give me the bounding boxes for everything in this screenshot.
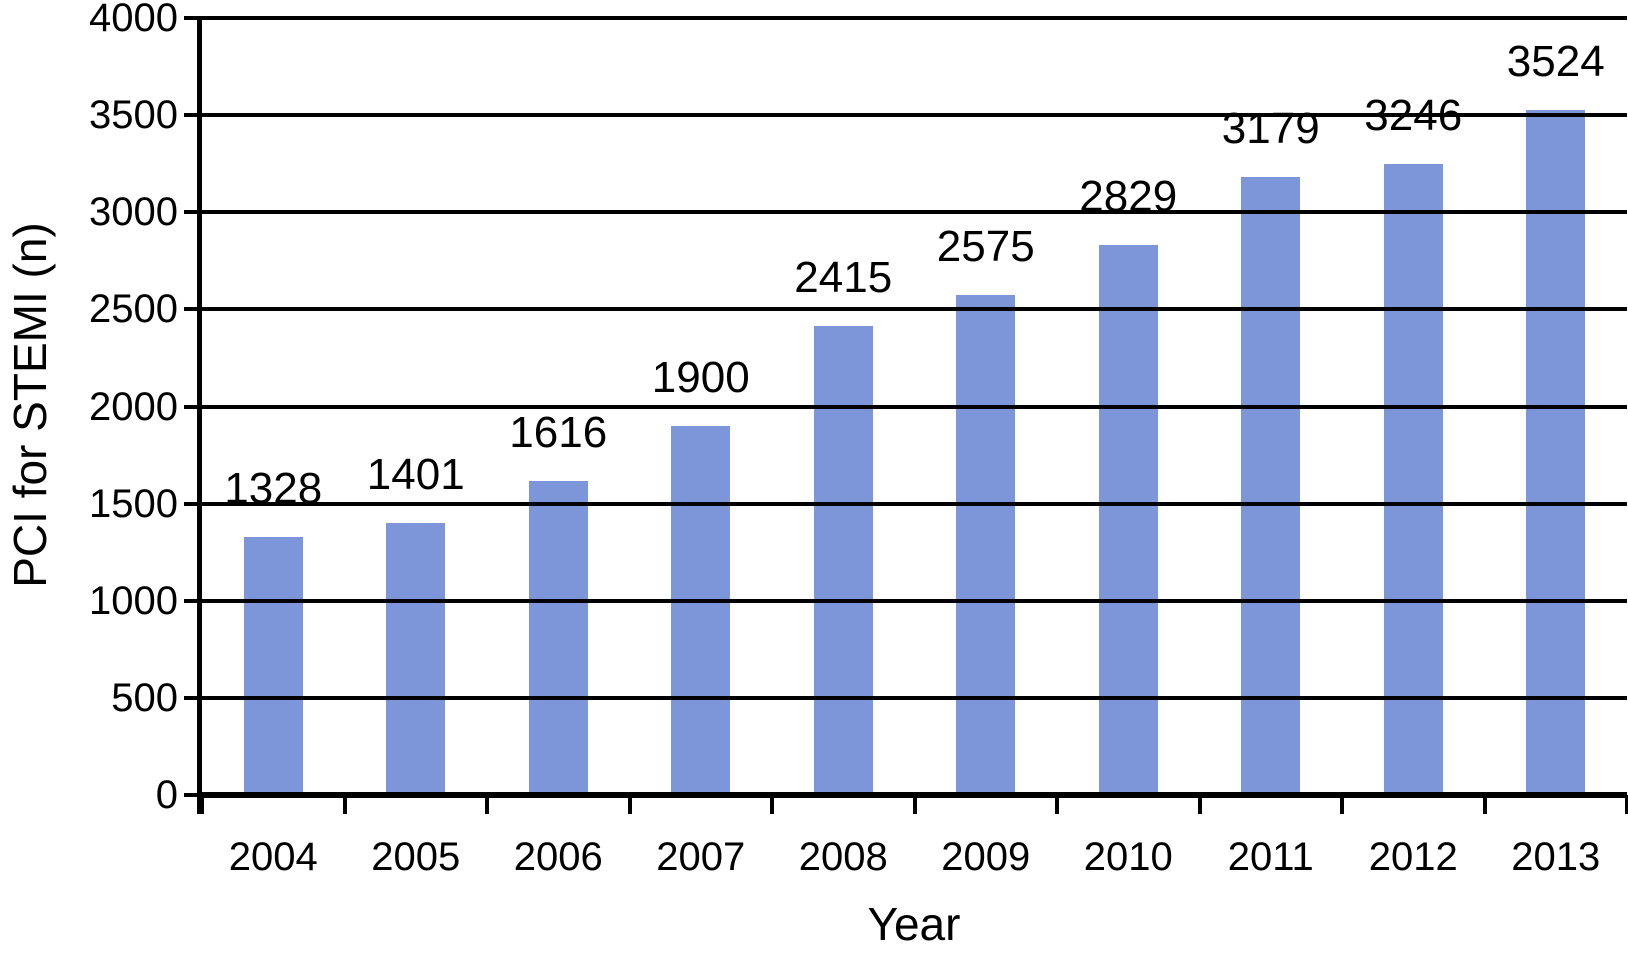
bar <box>386 522 446 795</box>
gridline <box>202 307 1627 312</box>
bar-value-label: 2829 <box>1079 172 1178 222</box>
y-tick-label: 1000 <box>89 578 178 623</box>
y-tick <box>184 113 202 118</box>
y-tick-label: 0 <box>155 773 178 817</box>
gridline <box>202 404 1627 409</box>
y-tick-label: 1500 <box>89 481 178 526</box>
x-tick-label: 2006 <box>513 835 603 879</box>
x-tick <box>485 795 489 814</box>
bar <box>813 325 873 795</box>
bar-value-label: 3179 <box>1221 104 1320 154</box>
x-tick-label: 2012 <box>1368 835 1458 879</box>
y-tick-label: 3000 <box>89 190 178 235</box>
gridline <box>202 695 1627 700</box>
gridline <box>202 113 1627 118</box>
bar-value-label: 3246 <box>1364 91 1463 141</box>
bar <box>528 481 588 795</box>
x-tick-label: 2004 <box>228 835 318 879</box>
y-tick <box>184 501 202 506</box>
y-tick <box>184 793 202 797</box>
y-tick-label: 500 <box>111 675 178 720</box>
y-tick <box>184 16 202 20</box>
bar-value-label: 1616 <box>509 408 608 458</box>
x-tick-label: 2009 <box>941 835 1031 879</box>
x-tick-label: 2007 <box>656 835 746 879</box>
x-tick <box>1482 795 1487 814</box>
bar <box>1098 245 1158 795</box>
x-tick-label: 2011 <box>1227 835 1314 879</box>
y-tick-label: 2000 <box>89 384 178 429</box>
x-tick <box>200 795 204 814</box>
x-tick-label: 2008 <box>798 835 888 879</box>
x-tick <box>1625 795 1628 814</box>
bar <box>1526 110 1586 795</box>
x-tick-label: 2010 <box>1083 835 1173 879</box>
bar-value-label: 1900 <box>651 352 750 402</box>
y-tick <box>184 598 202 603</box>
x-tick <box>1340 795 1344 814</box>
x-tick-label: 2013 <box>1511 835 1601 879</box>
bar-value-label: 2415 <box>794 252 893 302</box>
bar <box>243 537 303 795</box>
y-tick-label: 2500 <box>89 287 178 332</box>
x-axis-title: Year <box>867 898 961 950</box>
y-tick <box>184 307 202 312</box>
bar <box>1383 164 1443 795</box>
y-tick <box>184 404 202 409</box>
y-tick <box>184 695 202 700</box>
y-tick <box>184 210 202 215</box>
y-axis-line <box>197 16 202 814</box>
x-axis-line <box>197 792 1627 798</box>
gridline <box>202 501 1627 506</box>
bar-value-label: 1328 <box>224 464 323 514</box>
bar <box>1241 177 1301 795</box>
x-tick <box>627 795 632 814</box>
bar <box>671 425 731 795</box>
x-tick <box>1055 795 1059 814</box>
bar-value-label: 3524 <box>1506 37 1605 87</box>
x-tick <box>342 795 347 814</box>
bar-value-label: 1401 <box>366 449 465 499</box>
gridline <box>202 16 1627 20</box>
x-tick-label: 2005 <box>371 835 461 879</box>
x-tick <box>912 795 917 814</box>
bar <box>956 294 1016 795</box>
y-tick-label: 4000 <box>89 0 178 40</box>
x-tick <box>1197 795 1202 814</box>
gridline <box>202 598 1627 603</box>
bar-value-label: 2575 <box>936 221 1035 271</box>
y-tick-label: 3500 <box>89 93 178 138</box>
gridline <box>202 210 1627 215</box>
x-tick <box>770 795 774 814</box>
